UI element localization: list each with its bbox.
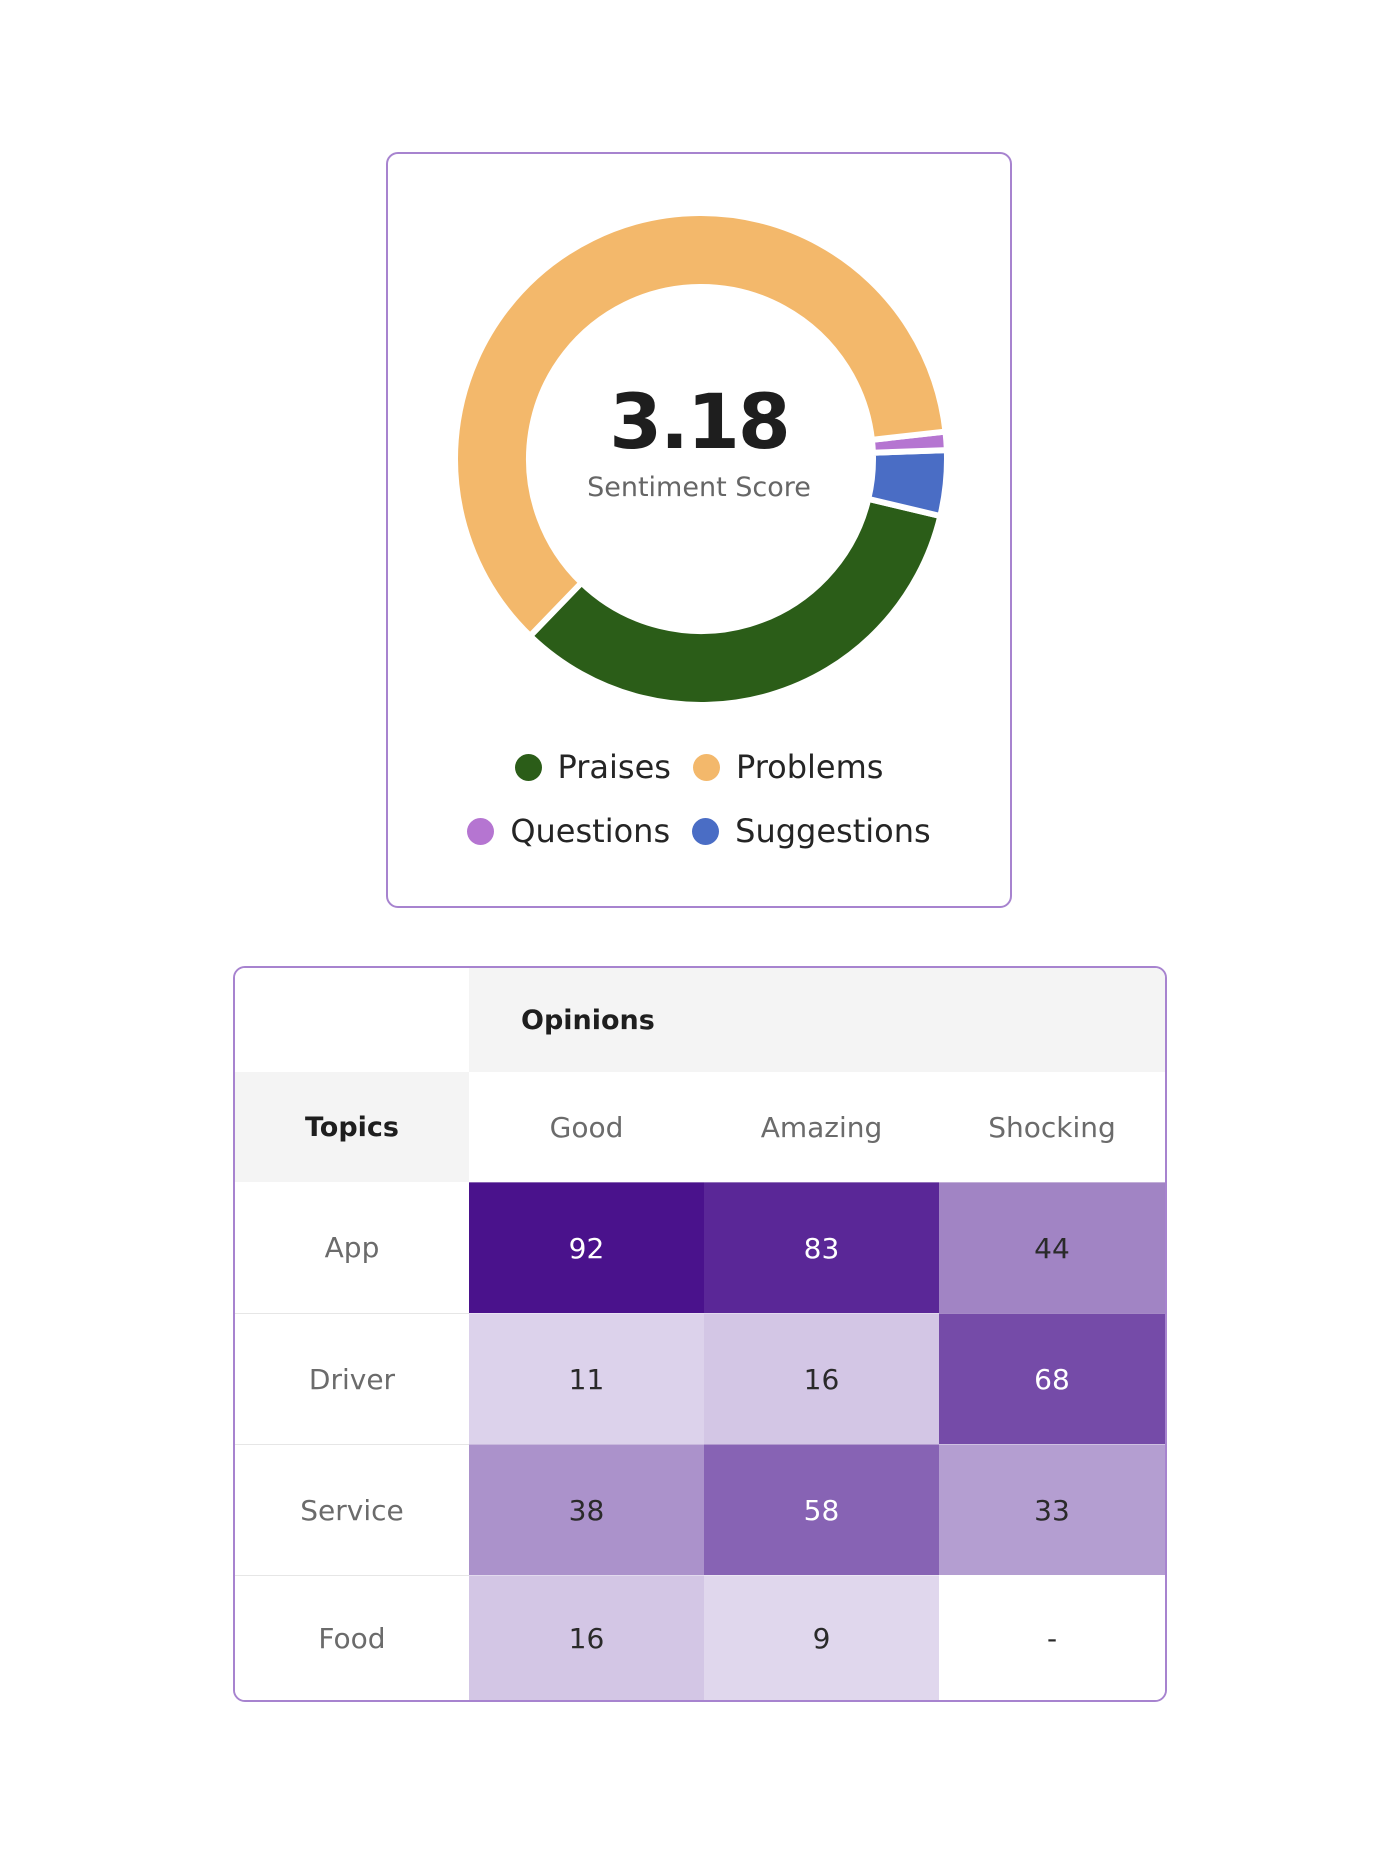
row-label-driver: Driver	[235, 1313, 469, 1444]
heatmap-cell-driver-amazing[interactable]: 16	[704, 1313, 939, 1444]
row-label-service: Service	[235, 1444, 469, 1575]
sentiment-donut-card: 3.18 Sentiment Score Praises Problems Qu…	[386, 152, 1012, 908]
legend-item-problems[interactable]: Problems	[692, 748, 884, 786]
heatmap-corner	[235, 968, 469, 1072]
row-label-app: App	[235, 1182, 469, 1313]
topics-header: Topics	[235, 1072, 469, 1182]
legend-row: Questions Suggestions	[388, 812, 1010, 850]
heatmap-cell-driver-shocking[interactable]: 68	[939, 1313, 1165, 1444]
legend-item-praises[interactable]: Praises	[514, 748, 671, 786]
heatmap-cell-app-amazing[interactable]: 83	[704, 1182, 939, 1313]
column-header-good: Good	[469, 1072, 704, 1182]
legend-row: Praises Problems	[388, 748, 1010, 786]
column-header-shocking: Shocking	[939, 1072, 1165, 1182]
heatmap-cell-food-amazing[interactable]: 9	[704, 1575, 939, 1700]
legend-dot-suggestions	[692, 817, 720, 845]
sentiment-score-value: 3.18	[609, 377, 791, 466]
legend-item-questions[interactable]: Questions	[467, 812, 670, 850]
heatmap-cell-service-amazing[interactable]: 58	[704, 1444, 939, 1575]
sentiment-score-label: Sentiment Score	[587, 472, 811, 503]
heatmap-cell-food-shocking[interactable]: -	[939, 1575, 1165, 1700]
legend-item-suggestions[interactable]: Suggestions	[692, 812, 931, 850]
heatmap-cell-driver-good[interactable]: 11	[469, 1313, 704, 1444]
heatmap-cell-app-good[interactable]: 92	[469, 1182, 704, 1313]
opinions-heatmap-table: Opinions Topics Good Amazing Shocking Ap…	[235, 968, 1165, 1700]
opinions-header: Opinions	[469, 968, 1165, 1072]
legend-label-praises: Praises	[557, 748, 671, 786]
legend-dot-praises	[514, 753, 542, 781]
sentiment-donut-chart	[452, 210, 950, 708]
heatmap-cell-food-good[interactable]: 16	[469, 1575, 704, 1700]
donut-slice-problems[interactable]	[452, 210, 949, 641]
row-label-food: Food	[235, 1575, 469, 1700]
legend-dot-questions	[467, 817, 495, 845]
legend-label-suggestions: Suggestions	[735, 812, 931, 850]
legend-dot-problems	[692, 753, 720, 781]
donut-slice-praises[interactable]	[525, 495, 944, 708]
heatmap-cell-service-shocking[interactable]: 33	[939, 1444, 1165, 1575]
column-header-amazing: Amazing	[704, 1072, 939, 1182]
legend-label-problems: Problems	[735, 748, 884, 786]
heatmap-cell-service-good[interactable]: 38	[469, 1444, 704, 1575]
heatmap-cell-app-shocking[interactable]: 44	[939, 1182, 1165, 1313]
opinions-heatmap-card: Opinions Topics Good Amazing Shocking Ap…	[233, 966, 1167, 1702]
legend-label-questions: Questions	[510, 812, 671, 850]
